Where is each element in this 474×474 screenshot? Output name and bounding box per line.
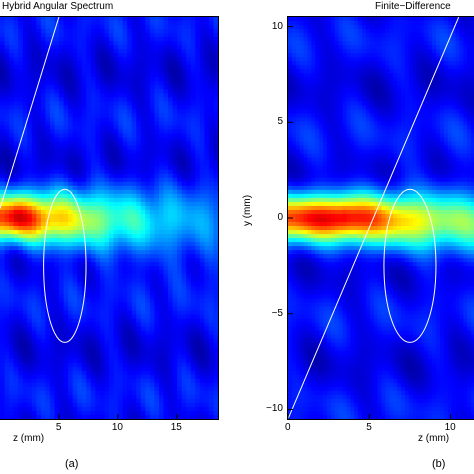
panel-b-xlabel: z (mm) — [418, 433, 450, 444]
panel-a-plot — [0, 16, 219, 420]
panel-a-letter: (a) — [65, 458, 79, 470]
panel-a-xlabel: z (mm) — [13, 433, 45, 444]
y-tick-label: 5 — [277, 116, 283, 128]
panel-b-ylabel: y (mm) — [242, 194, 254, 227]
ellipse-scatterer — [383, 188, 437, 343]
x-tick-label: 5 — [366, 422, 372, 433]
y-tick-label: −10 — [266, 403, 283, 415]
y-tick-label: 10 — [271, 20, 283, 32]
x-tick-label: 10 — [444, 422, 456, 433]
panel-b-plot — [287, 16, 474, 420]
x-tick-label: 15 — [170, 422, 182, 433]
ellipse-scatterer — [43, 188, 87, 343]
tilted-interface-line — [288, 17, 460, 419]
panel-b-heatmap — [288, 17, 474, 419]
tilted-interface-line — [0, 17, 60, 209]
heatmap-cells — [0, 17, 218, 419]
y-tick-label: 0 — [277, 212, 283, 223]
panel-b-title: Finite−Difference — [375, 1, 451, 12]
x-tick-label: 10 — [111, 422, 123, 433]
x-tick-label: 0 — [285, 422, 291, 433]
x-tick-label: 5 — [55, 422, 62, 433]
panel-a-heatmap — [0, 17, 218, 419]
y-tick-label: −5 — [271, 307, 283, 319]
panel-b-letter: (b) — [432, 458, 446, 470]
heatmap-cells — [288, 17, 474, 419]
panel-a-title: Hybrid Angular Spectrum — [2, 1, 114, 12]
